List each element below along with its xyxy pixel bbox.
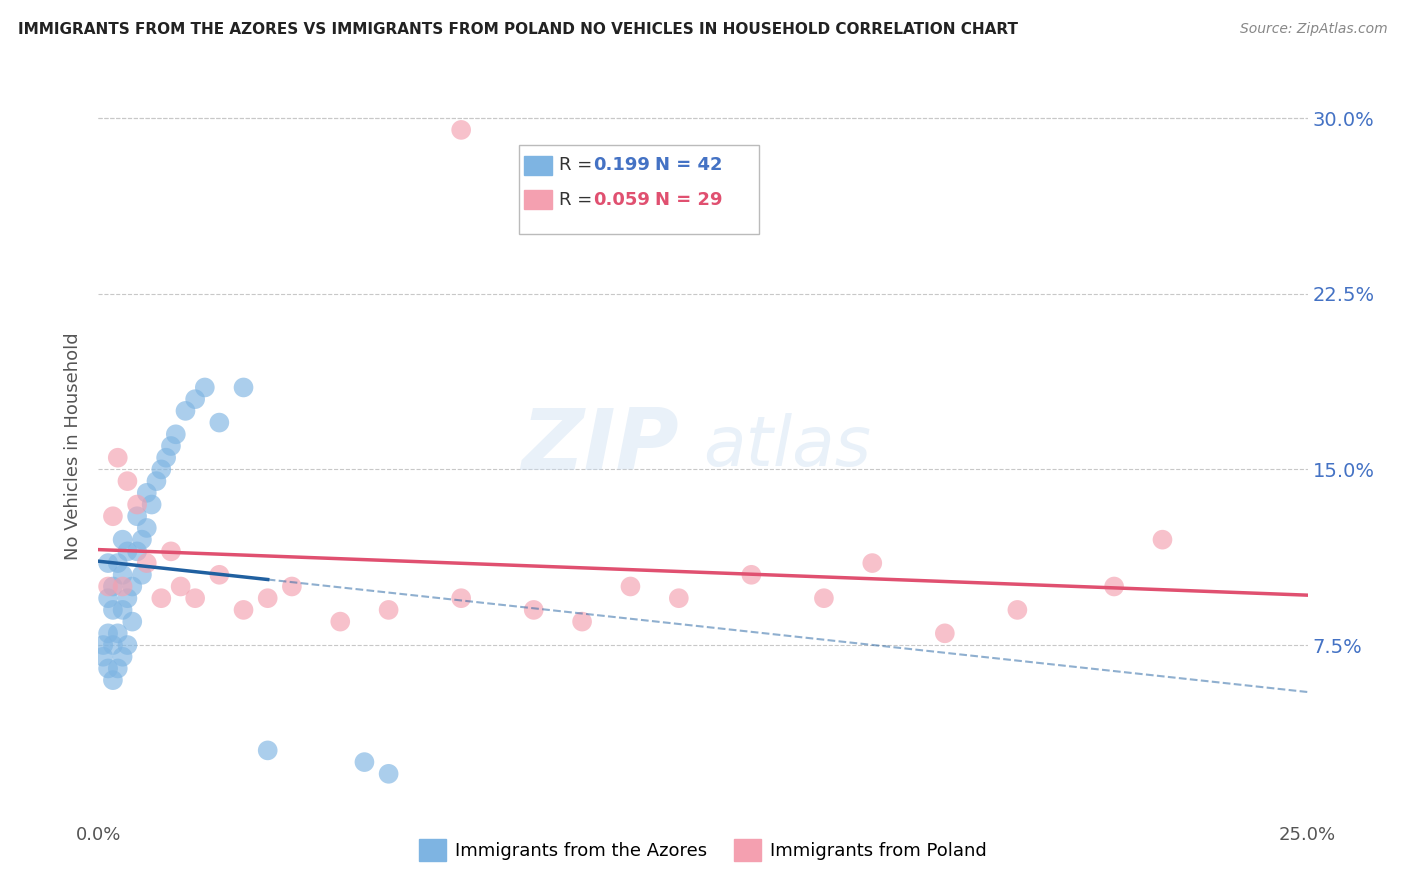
Point bbox=[160, 439, 183, 453]
Point bbox=[111, 567, 134, 582]
Point bbox=[377, 767, 399, 781]
Point bbox=[160, 544, 183, 558]
Point bbox=[145, 474, 167, 488]
Text: Source: ZipAtlas.com: Source: ZipAtlas.com bbox=[1240, 22, 1388, 37]
Point bbox=[281, 580, 304, 594]
Point bbox=[184, 591, 207, 606]
Point bbox=[141, 498, 163, 512]
Point bbox=[668, 591, 690, 606]
Y-axis label: No Vehicles in Household: No Vehicles in Household bbox=[65, 332, 83, 560]
Point bbox=[111, 649, 134, 664]
Point bbox=[165, 427, 187, 442]
Point bbox=[256, 743, 278, 757]
Text: R =: R = bbox=[560, 191, 592, 209]
Text: atlas: atlas bbox=[703, 412, 870, 480]
Text: 0.059: 0.059 bbox=[593, 191, 650, 209]
Point bbox=[135, 485, 157, 500]
Point bbox=[329, 615, 352, 629]
Point bbox=[232, 603, 254, 617]
Point bbox=[101, 580, 124, 594]
Point bbox=[107, 626, 129, 640]
Point bbox=[740, 567, 762, 582]
Point bbox=[1102, 580, 1125, 594]
Point bbox=[169, 580, 191, 594]
Point bbox=[450, 591, 472, 606]
Text: R =: R = bbox=[560, 156, 592, 175]
Point bbox=[523, 603, 546, 617]
Point bbox=[194, 380, 217, 394]
Point bbox=[353, 755, 375, 769]
Point bbox=[450, 123, 472, 137]
Point bbox=[117, 544, 139, 558]
Point bbox=[571, 615, 593, 629]
Point bbox=[111, 580, 134, 594]
Point bbox=[860, 556, 883, 570]
Point bbox=[127, 509, 149, 524]
Point bbox=[256, 591, 278, 606]
Point bbox=[127, 498, 149, 512]
Point bbox=[150, 462, 173, 476]
Point bbox=[107, 661, 129, 675]
Point bbox=[934, 626, 956, 640]
Text: 0.199: 0.199 bbox=[593, 156, 650, 175]
Point bbox=[107, 556, 129, 570]
Text: N = 42: N = 42 bbox=[655, 156, 723, 175]
Point bbox=[155, 450, 177, 465]
Point bbox=[1152, 533, 1174, 547]
Point bbox=[101, 638, 124, 652]
Text: N = 29: N = 29 bbox=[655, 191, 723, 209]
Point bbox=[131, 533, 153, 547]
Point bbox=[97, 580, 120, 594]
Point bbox=[101, 603, 124, 617]
Point bbox=[184, 392, 207, 407]
Point bbox=[111, 603, 134, 617]
Point bbox=[117, 638, 139, 652]
Point bbox=[208, 416, 231, 430]
Point bbox=[97, 556, 120, 570]
Point bbox=[131, 567, 153, 582]
Point bbox=[135, 521, 157, 535]
Point bbox=[135, 556, 157, 570]
Point bbox=[101, 673, 124, 688]
Text: ZIP: ZIP bbox=[522, 404, 679, 488]
Point bbox=[97, 661, 120, 675]
Point bbox=[174, 404, 197, 418]
Point bbox=[1007, 603, 1029, 617]
Point bbox=[101, 509, 124, 524]
Point bbox=[813, 591, 835, 606]
Point bbox=[127, 544, 149, 558]
Point bbox=[150, 591, 173, 606]
Point bbox=[377, 603, 399, 617]
Point bbox=[117, 474, 139, 488]
Legend: Immigrants from the Azores, Immigrants from Poland: Immigrants from the Azores, Immigrants f… bbox=[412, 831, 994, 868]
Text: IMMIGRANTS FROM THE AZORES VS IMMIGRANTS FROM POLAND NO VEHICLES IN HOUSEHOLD CO: IMMIGRANTS FROM THE AZORES VS IMMIGRANTS… bbox=[18, 22, 1018, 37]
Point bbox=[107, 450, 129, 465]
Point bbox=[91, 638, 114, 652]
Point bbox=[91, 649, 114, 664]
Point bbox=[121, 580, 143, 594]
Point bbox=[619, 580, 641, 594]
Point bbox=[111, 533, 134, 547]
Point bbox=[208, 567, 231, 582]
Point bbox=[97, 591, 120, 606]
Point bbox=[232, 380, 254, 394]
Point bbox=[117, 591, 139, 606]
Point bbox=[121, 615, 143, 629]
Point bbox=[97, 626, 120, 640]
